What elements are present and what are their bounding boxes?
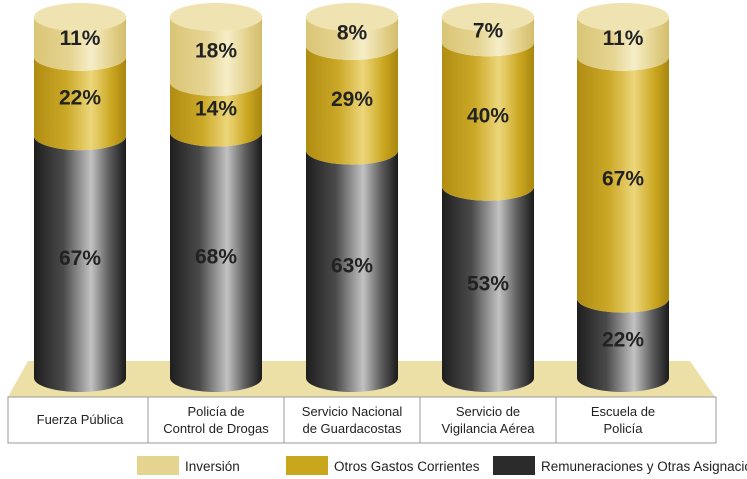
bar-segment-inversion bbox=[577, 17, 669, 71]
data-label-inversion: 18% bbox=[195, 39, 237, 62]
bar-segment-inversion bbox=[34, 17, 126, 71]
data-label-remuneraciones: 67% bbox=[59, 247, 101, 270]
bar-cap bbox=[442, 3, 534, 31]
bar-segment-otros-gastos bbox=[170, 81, 262, 147]
data-label-inversion: 8% bbox=[337, 21, 368, 44]
bar-segment-inversion bbox=[306, 17, 398, 60]
bar-segment-inversion bbox=[170, 17, 262, 96]
category-label: Policía bbox=[603, 421, 643, 436]
category-label: Servicio Nacional bbox=[302, 404, 403, 419]
legend-label: Remuneraciones y Otras Asignaciones bbox=[541, 459, 747, 474]
legend-label: Inversión bbox=[185, 459, 240, 474]
data-label-otros-gastos: 22% bbox=[59, 86, 101, 109]
category-label: Control de Drogas bbox=[163, 421, 269, 436]
data-label-otros-gastos: 29% bbox=[331, 88, 373, 111]
category-label: Servicio de bbox=[456, 404, 520, 419]
bar-segment-otros-gastos bbox=[442, 42, 534, 201]
bar-segment-remuneraciones bbox=[306, 150, 398, 392]
category-label: de Guardacostas bbox=[302, 421, 402, 436]
bar-cap bbox=[170, 3, 262, 31]
data-label-remuneraciones: 53% bbox=[467, 272, 509, 295]
bar-segment-otros-gastos bbox=[306, 45, 398, 165]
bar-segment-otros-gastos bbox=[577, 56, 669, 313]
bar-cap bbox=[34, 3, 126, 31]
bar-group: 22% 67% 11% bbox=[577, 3, 669, 392]
bar-group: 68% 14% 18% bbox=[170, 3, 262, 392]
bar-segment-remuneraciones bbox=[442, 186, 534, 392]
bar-segment-inversion bbox=[442, 17, 534, 57]
legend-label: Otros Gastos Corrientes bbox=[334, 459, 480, 474]
category-label: Escuela de bbox=[591, 404, 655, 419]
data-label-inversion: 11% bbox=[603, 27, 644, 50]
legend-swatch bbox=[137, 456, 179, 475]
category-row bbox=[7, 396, 717, 444]
bar-segment-otros-gastos bbox=[34, 56, 126, 151]
bar-segment-remuneraciones bbox=[170, 132, 262, 392]
data-label-otros-gastos: 67% bbox=[602, 168, 644, 191]
bar-group: 63% 29% 8% bbox=[306, 3, 398, 392]
data-label-inversion: 7% bbox=[473, 20, 504, 43]
category-label: Vigilancia Aérea bbox=[442, 421, 536, 436]
data-label-otros-gastos: 14% bbox=[195, 97, 237, 120]
bar-cap bbox=[306, 3, 398, 31]
legend-swatch bbox=[286, 456, 328, 475]
legend-swatch bbox=[493, 456, 535, 475]
category-label: Policía de bbox=[187, 404, 244, 419]
data-label-remuneraciones: 22% bbox=[602, 328, 644, 351]
bar-group: 53% 40% 7% bbox=[442, 3, 534, 392]
data-label-otros-gastos: 40% bbox=[467, 104, 509, 127]
category-label: Fuerza Pública bbox=[37, 412, 124, 427]
bar-segment-remuneraciones bbox=[34, 136, 126, 392]
bar-group: 67% 22% 11% bbox=[34, 3, 126, 392]
data-label-inversion: 11% bbox=[60, 27, 101, 50]
bar-segment-remuneraciones bbox=[577, 298, 669, 392]
data-label-remuneraciones: 63% bbox=[331, 254, 373, 277]
bar-cap bbox=[577, 3, 669, 31]
data-label-remuneraciones: 68% bbox=[195, 245, 237, 268]
